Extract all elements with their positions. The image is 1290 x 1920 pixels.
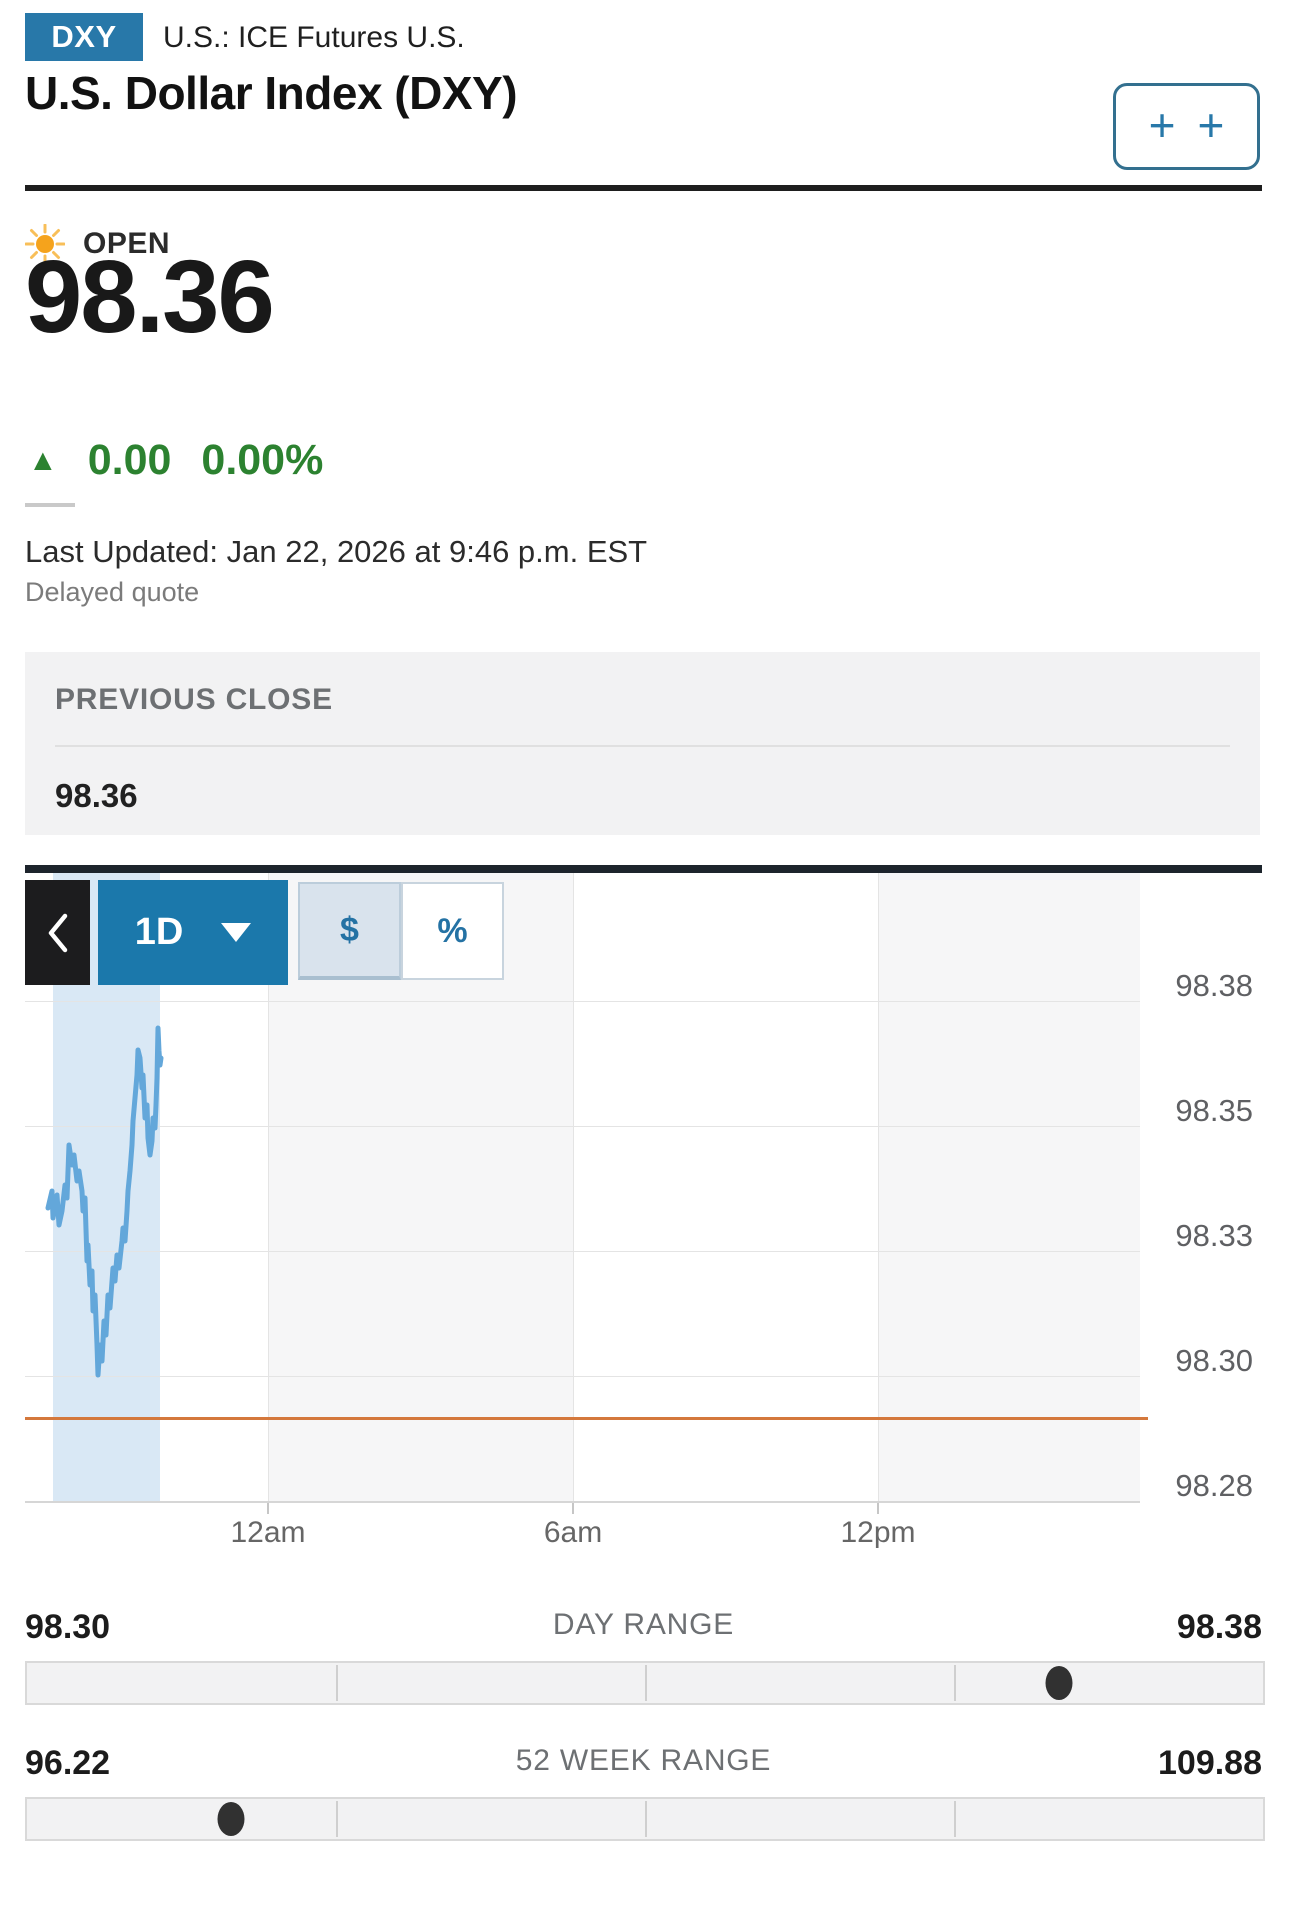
gridline [268, 873, 269, 1503]
previous-close-label: PREVIOUS CLOSE [55, 683, 333, 716]
market-status: OPEN [25, 224, 170, 264]
sun-icon [25, 224, 65, 264]
market-status-label: OPEN [83, 227, 171, 260]
x-axis-tick [877, 1503, 879, 1514]
week52-range-low: 96.22 [25, 1744, 111, 1782]
x-axis-label: 12am [230, 1516, 306, 1549]
slider-divider [954, 1665, 956, 1701]
change-percent: 0.00% [201, 436, 324, 484]
week52-range-high: 109.88 [1158, 1744, 1262, 1782]
add-to-watchlist-button[interactable]: + + [1113, 83, 1260, 170]
x-axis-tick [572, 1503, 574, 1514]
plus-icon: + [1197, 98, 1225, 151]
change-value: 0.00 [87, 436, 172, 484]
previous-close-divider [55, 745, 1230, 747]
x-axis-line [25, 1501, 1140, 1503]
y-axis-label: 98.28 [1175, 1468, 1253, 1503]
price-line-chart [45, 1025, 164, 1378]
small-divider [25, 503, 75, 507]
x-axis-tick [267, 1503, 269, 1514]
gridline [573, 873, 574, 1503]
gridline [878, 873, 879, 1503]
slider-divider [336, 1665, 338, 1701]
day-range-header: 98.30 DAY RANGE 98.38 [25, 1608, 1262, 1647]
day-range-marker [1045, 1666, 1073, 1700]
page-title: U.S. Dollar Index (DXY) [25, 67, 518, 119]
header-divider [25, 185, 1262, 191]
previous-close-value: 98.36 [55, 777, 138, 814]
week52-range-marker [217, 1802, 245, 1836]
chevron-down-icon [221, 923, 252, 942]
percent-toggle-button[interactable]: % [401, 882, 504, 980]
y-axis-label: 98.38 [1175, 968, 1253, 1003]
day-range-slider [25, 1661, 1265, 1705]
symbol-badge: DXY [25, 13, 143, 61]
gridline [25, 1126, 1140, 1127]
plus-icon: + [1148, 98, 1176, 151]
price-change: ▲ 0.00 0.00% [28, 436, 323, 485]
time-range-dropdown[interactable]: 1D [98, 880, 288, 985]
last-updated: Last Updated: Jan 22, 2026 at 9:46 p.m. … [25, 534, 648, 569]
previous-close-card: PREVIOUS CLOSE 98.36 [25, 652, 1260, 835]
dollar-toggle-button[interactable]: $ [298, 882, 401, 980]
slider-divider [645, 1665, 647, 1701]
week52-range-label: 52 WEEK RANGE [515, 1744, 772, 1777]
up-triangle-icon: ▲ [28, 443, 58, 477]
chevron-left-icon [48, 913, 67, 952]
x-axis-label: 6am [543, 1516, 603, 1549]
slider-divider [954, 1801, 956, 1837]
day-range-label: DAY RANGE [552, 1608, 735, 1641]
collapse-chart-button[interactable] [25, 880, 90, 985]
day-range-high: 98.38 [1176, 1608, 1262, 1646]
x-axis-label: 12pm [840, 1516, 916, 1549]
last-price: 98.36 [25, 239, 275, 354]
gridline [25, 1376, 1140, 1377]
gridline [25, 1001, 1140, 1002]
y-axis-label: 98.30 [1175, 1343, 1253, 1378]
week52-range-header: 96.22 52 WEEK RANGE 109.88 [25, 1744, 1262, 1783]
week52-range-slider [25, 1797, 1265, 1841]
day-range-low: 98.30 [25, 1608, 111, 1646]
session-band-after-12pm [878, 873, 1140, 1503]
gridline [25, 1251, 1140, 1252]
slider-divider [645, 1801, 647, 1837]
exchange-label: U.S.: ICE Futures U.S. [163, 21, 465, 54]
slider-divider [336, 1801, 338, 1837]
y-axis-label: 98.33 [1175, 1218, 1253, 1253]
price-line [45, 1025, 164, 1378]
chart-top-border [25, 865, 1262, 873]
time-range-selected: 1D [134, 911, 184, 953]
delayed-quote-note: Delayed quote [25, 577, 200, 607]
previous-close-reference-line [25, 1417, 1148, 1420]
y-axis-label: 98.35 [1175, 1093, 1253, 1128]
